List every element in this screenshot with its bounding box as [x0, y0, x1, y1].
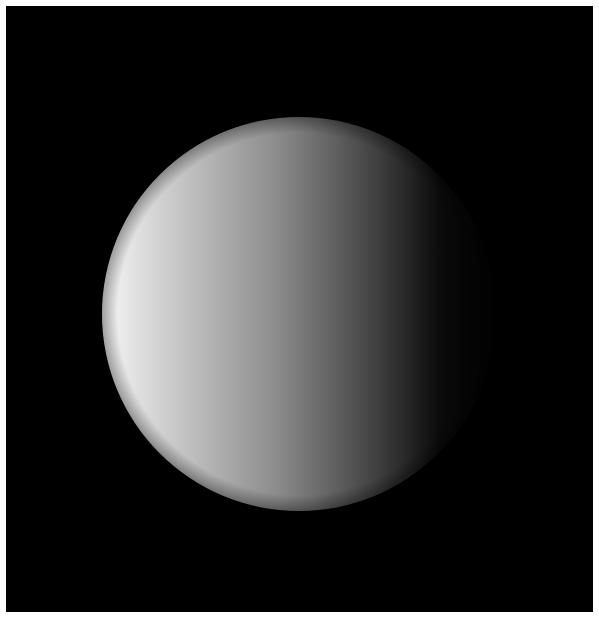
sphere-rim-shade	[102, 117, 496, 511]
render-canvas	[6, 6, 593, 612]
sphere-render	[6, 6, 593, 612]
